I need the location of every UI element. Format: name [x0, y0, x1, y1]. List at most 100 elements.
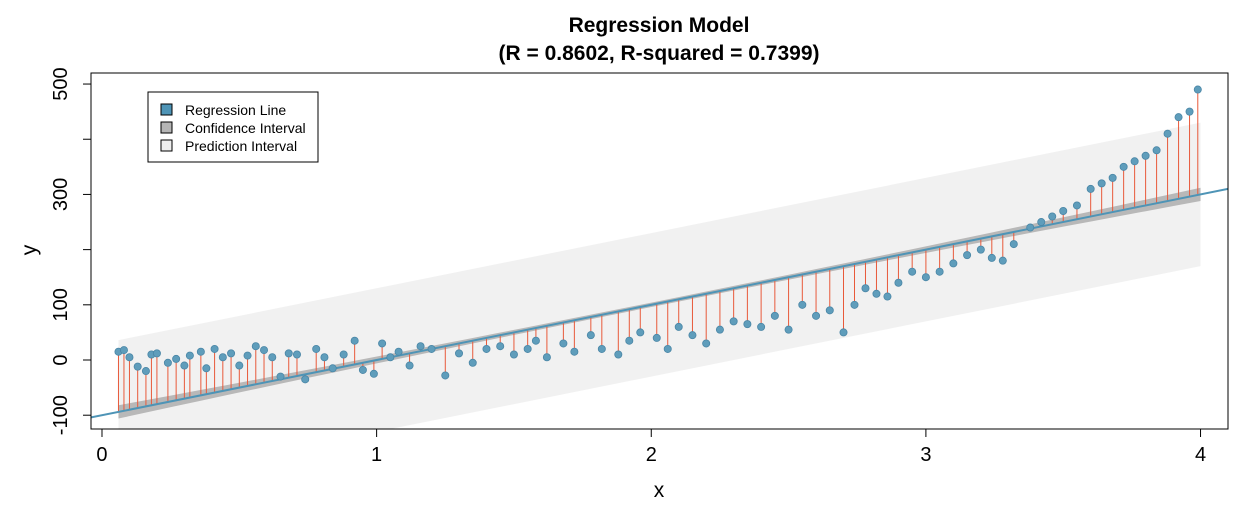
data-point: [1130, 157, 1139, 166]
data-point: [1163, 129, 1172, 138]
x-axis-label: x: [654, 479, 665, 502]
data-point: [998, 256, 1007, 265]
data-point: [674, 322, 683, 331]
y-axis: -100 0 100 300 500: [50, 67, 91, 435]
data-point: [949, 259, 958, 268]
data-point: [784, 325, 793, 334]
x-tick-label: 1: [371, 444, 382, 466]
data-point: [468, 358, 477, 367]
x-tick-label: 3: [920, 444, 931, 466]
data-point: [663, 344, 672, 353]
regression-line: [91, 187, 1228, 419]
data-point: [715, 325, 724, 334]
data-point: [185, 351, 194, 360]
legend-swatch-regression: [160, 103, 173, 116]
data-point: [260, 346, 269, 355]
data-point: [839, 328, 848, 337]
data-point: [202, 364, 211, 373]
data-point: [243, 351, 252, 360]
data-point: [196, 347, 205, 356]
data-point: [172, 354, 181, 363]
data-point: [284, 349, 293, 358]
y-tick-label: 100: [50, 288, 72, 321]
plot-frame: [90, 72, 1229, 430]
data-point: [369, 369, 378, 378]
data-point: [163, 358, 172, 367]
prediction-band: [118, 122, 1201, 429]
data-point: [523, 344, 532, 353]
data-point: [1097, 179, 1106, 188]
data-point: [1072, 201, 1081, 210]
data-point: [268, 353, 277, 362]
data-point: [218, 353, 227, 362]
data-point: [1037, 218, 1046, 227]
y-axis-label: y: [18, 244, 41, 255]
data-point: [963, 251, 972, 260]
data-point: [987, 253, 996, 262]
data-point: [509, 350, 518, 359]
data-point: [496, 342, 505, 351]
data-point: [798, 300, 807, 309]
data-point: [301, 375, 310, 384]
data-point: [729, 317, 738, 326]
plot-area: [91, 85, 1228, 429]
data-point: [1026, 223, 1035, 232]
data-point: [312, 344, 321, 353]
data-point: [394, 347, 403, 356]
data-point: [152, 349, 161, 358]
data-point: [542, 353, 551, 362]
data-point: [416, 342, 425, 351]
data-point: [1086, 184, 1095, 193]
data-point: [141, 367, 150, 376]
data-point: [119, 346, 128, 355]
x-tick-label: 4: [1195, 444, 1206, 466]
data-point: [1119, 162, 1128, 171]
data-point: [636, 328, 645, 337]
chart-subtitle: (R = 0.8602, R-squared = 0.7399): [499, 42, 820, 65]
y-tick-label: -100: [50, 395, 72, 435]
data-point: [614, 350, 623, 359]
data-point: [586, 331, 595, 340]
data-point: [757, 322, 766, 331]
data-point: [378, 339, 387, 348]
data-point: [1193, 85, 1202, 94]
data-point: [1048, 212, 1057, 221]
data-point: [570, 347, 579, 356]
data-point: [455, 349, 464, 358]
data-point: [652, 333, 661, 342]
data-point: [386, 353, 395, 362]
data-point: [702, 339, 711, 348]
y-tick-label: 500: [50, 67, 72, 100]
data-point: [276, 372, 285, 381]
data-point: [908, 267, 917, 276]
data-point: [441, 371, 450, 380]
data-point: [1059, 206, 1068, 215]
data-point: [210, 344, 219, 353]
data-points: [114, 85, 1202, 384]
data-point: [358, 365, 367, 374]
data-point: [125, 353, 134, 362]
data-point: [227, 349, 236, 358]
data-point: [251, 342, 260, 351]
data-point: [559, 339, 568, 348]
data-point: [531, 336, 540, 345]
data-point: [688, 331, 697, 340]
data-point: [883, 292, 892, 301]
data-point: [292, 350, 301, 359]
chart-title: Regression Model: [569, 14, 750, 37]
data-point: [825, 306, 834, 315]
data-point: [427, 344, 436, 353]
data-point: [1152, 146, 1161, 155]
y-tick-label: 300: [50, 178, 72, 211]
legend-entry-prediction: Prediction Interval: [185, 138, 297, 154]
data-point: [850, 300, 859, 309]
data-point: [812, 311, 821, 320]
data-point: [482, 344, 491, 353]
data-point: [1009, 240, 1018, 249]
data-point: [935, 267, 944, 276]
data-point: [770, 311, 779, 320]
x-tick-label: 0: [96, 444, 107, 466]
data-point: [235, 361, 244, 370]
legend-entry-regression: Regression Line: [185, 102, 286, 118]
